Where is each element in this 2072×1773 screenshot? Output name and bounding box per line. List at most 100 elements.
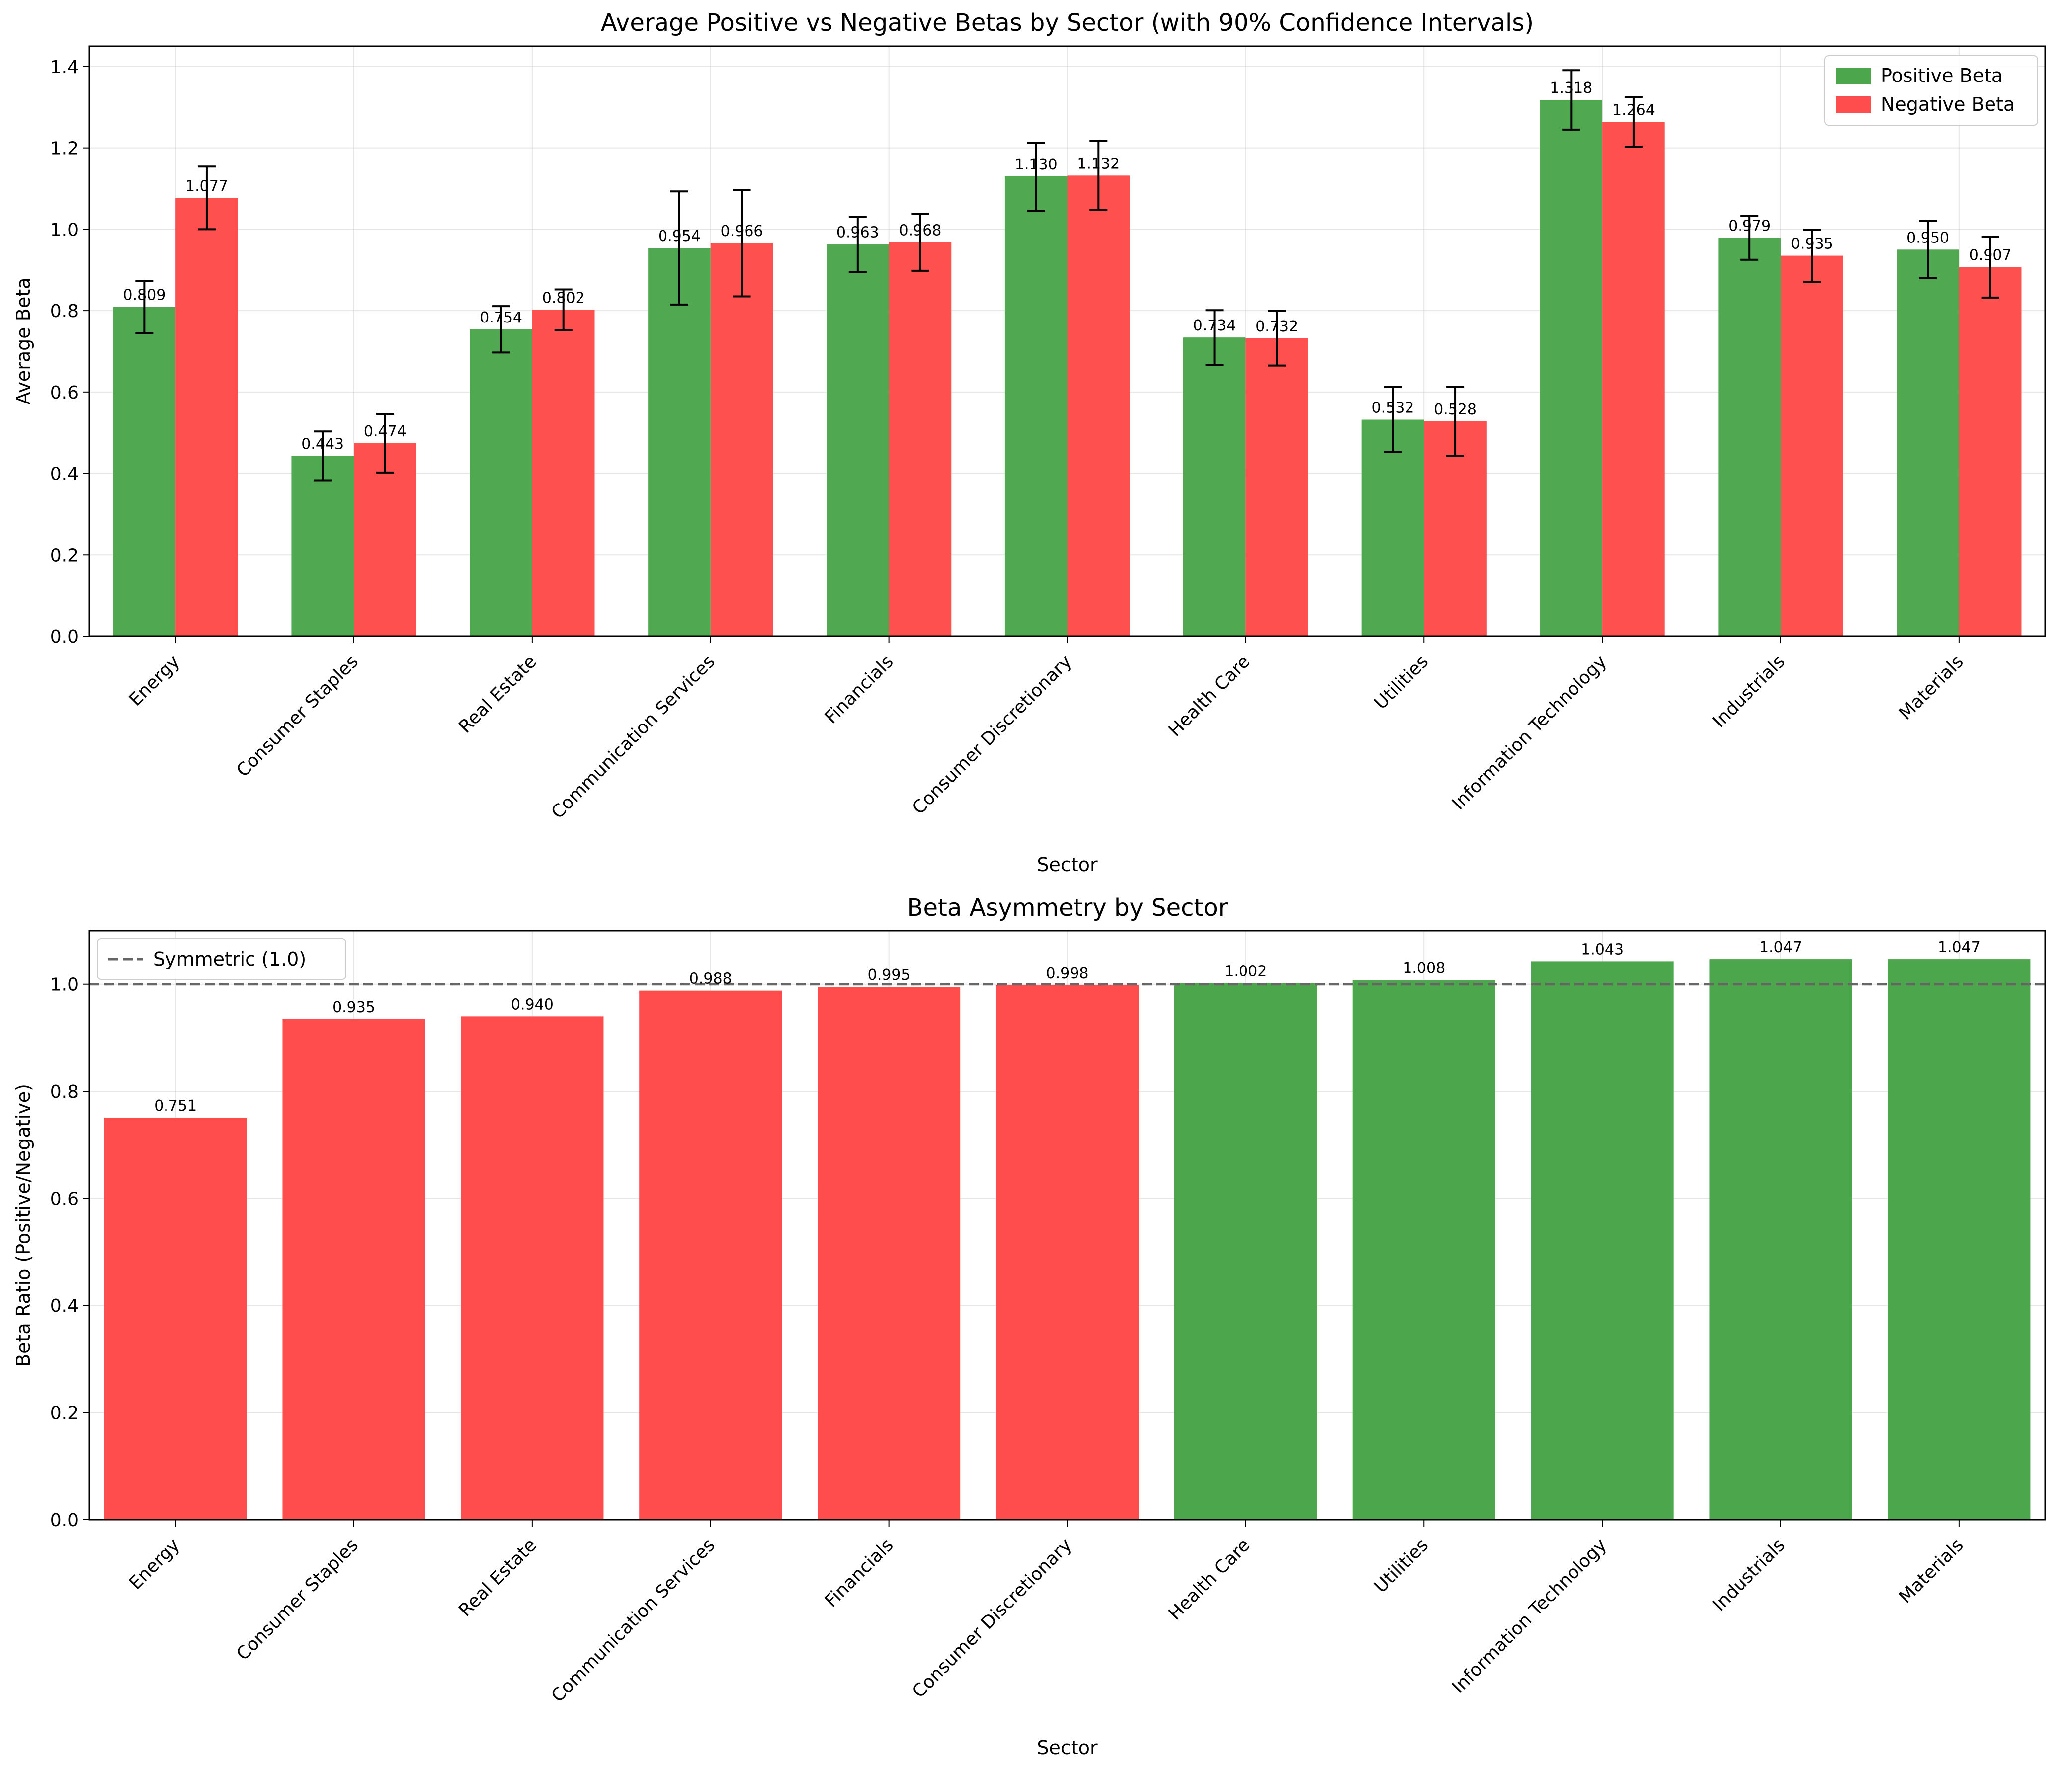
y-tick-label: 0.4 (50, 1296, 79, 1316)
bars (104, 959, 2031, 1520)
negative-beta-bar (1245, 338, 1308, 636)
positive-beta-bar (1718, 238, 1781, 637)
positive-beta-value-label: 0.979 (1728, 218, 1771, 235)
ratio-value-label: 0.998 (1046, 965, 1089, 982)
legend-box (97, 938, 346, 980)
data-labels: 0.751 0.935 0.940 0.988 0.995 0.998 1.002 1.008… (154, 939, 1981, 1115)
legend-label-symmetric: Symmetric (1.0) (153, 948, 306, 970)
negative-beta-value-label: 0.474 (364, 423, 407, 440)
negative-beta-value-label: 0.966 (721, 223, 763, 240)
ratio-value-label: 0.988 (689, 970, 732, 988)
y-tick-label: 0.8 (50, 1082, 79, 1102)
x-tick-label: Consumer Staples (233, 1535, 362, 1665)
x-tick-label: Consumer Discretionary (909, 651, 1076, 818)
x-tick-label: Communication Services (548, 1535, 719, 1706)
x-tick-label: Industrials (1709, 651, 1789, 732)
legend-box (1824, 55, 2038, 126)
negative-beta-value-label: 1.132 (1077, 155, 1120, 172)
x-tick-label: Health Care (1165, 651, 1254, 741)
positive-beta-bar (470, 329, 532, 636)
positive-beta-bar (1361, 419, 1424, 636)
bars (113, 100, 2022, 637)
negative-beta-value-label: 1.077 (185, 177, 228, 195)
legend-label-positive: Positive Beta (1881, 65, 2003, 86)
y-tick-label: 0.4 (50, 464, 79, 484)
y-tick-label: 1.0 (50, 975, 79, 995)
ratio-value-label: 1.008 (1403, 960, 1445, 977)
negative-beta-bar (1959, 267, 2022, 636)
negative-beta-bar (1602, 122, 1665, 637)
plot-area-1: 0.809 0.443 0.754 0.954 0.963 1.130 0.734 0.532… (50, 45, 2046, 823)
positive-beta-value-label: 0.754 (480, 309, 522, 326)
positive-beta-bar (648, 248, 711, 636)
axes-frame (88, 930, 2046, 1521)
x-tick-label: Energy (125, 651, 184, 710)
x-tick-label: Energy (125, 1535, 184, 1594)
legend-swatch-negative (1836, 96, 1871, 113)
positive-beta-value-label: 1.130 (1015, 156, 1058, 173)
error-bars (135, 69, 1999, 482)
negative-beta-value-label: 1.264 (1612, 101, 1655, 119)
negative-beta-value-label: 0.968 (899, 222, 941, 240)
x-tick-label: Materials (1895, 651, 1968, 724)
positive-beta-value-label: 0.734 (1193, 317, 1236, 334)
y-tick-label: 0.0 (50, 627, 79, 647)
positive-beta-bar (1183, 337, 1246, 636)
positive-beta-bar (1897, 249, 1959, 637)
ratio-value-label: 1.002 (1224, 963, 1267, 980)
y-tick-label: 0.2 (50, 1403, 79, 1424)
negative-beta-bar (532, 310, 595, 636)
ratio-bar (1352, 980, 1495, 1520)
positive-beta-value-label: 0.963 (836, 224, 879, 242)
ratio-bar (1709, 959, 1852, 1520)
positive-beta-bar (113, 307, 176, 636)
ratio-value-label: 1.043 (1581, 941, 1624, 958)
ratio-value-label: 0.751 (154, 1097, 197, 1115)
negative-beta-bar (889, 242, 952, 636)
negative-beta-bar (1424, 421, 1487, 636)
y-tick-label: 0.8 (50, 301, 79, 322)
negative-beta-bar (1780, 255, 1843, 636)
x-tick-label: Utilities (1370, 651, 1432, 714)
x-axis-label: Sector (1037, 1737, 1098, 1759)
y-tick-label: 0.0 (50, 1510, 79, 1531)
positive-beta-bar (291, 456, 354, 636)
x-tick-label: Materials (1895, 1535, 1968, 1608)
x-tick-label: Health Care (1165, 1535, 1254, 1624)
chart-title: Beta Asymmetry by Sector (907, 894, 1228, 922)
positive-beta-value-label: 0.809 (123, 287, 166, 304)
x-tick-label: Financials (821, 1535, 898, 1612)
data-labels: 0.809 0.443 0.754 0.954 0.963 1.130 0.734 0.532… (123, 80, 2011, 453)
x-tick-label: Information Technology (1448, 651, 1611, 814)
plot-area-2: 0.751 0.935 0.940 0.988 0.995 0.998 1.002 1.008… (50, 930, 2046, 1706)
negative-beta-bar (710, 243, 773, 636)
positive-beta-bar (827, 244, 889, 636)
negative-beta-value-label: 0.528 (1434, 401, 1477, 418)
y-tick-label: 1.4 (50, 57, 79, 78)
ratio-value-label: 1.047 (1759, 939, 1802, 956)
ratio-bar (1174, 983, 1317, 1520)
x-tick-label: Financials (821, 651, 898, 728)
ratio-bar (639, 990, 782, 1520)
x-axis-label: Sector (1037, 854, 1098, 876)
x-tick-label: Real Estate (455, 1535, 541, 1621)
positive-beta-bar (1004, 176, 1068, 636)
positive-beta-value-label: 0.443 (301, 435, 344, 453)
negative-beta-value-label: 0.802 (542, 289, 585, 307)
ratio-bar (995, 985, 1139, 1520)
negative-beta-value-label: 0.907 (1969, 247, 2012, 264)
chart-title: Average Positive vs Negative Betas by Se… (601, 9, 1534, 37)
negative-beta-value-label: 0.732 (1255, 318, 1298, 335)
legend: Symmetric (1.0) (97, 938, 346, 980)
ratio-bar (1888, 959, 2031, 1520)
positive-beta-value-label: 0.954 (658, 228, 701, 245)
ratio-value-label: 0.935 (332, 999, 375, 1016)
x-tick-label: Real Estate (455, 651, 541, 737)
ratio-bar (104, 1117, 247, 1520)
x-tick-label: Consumer Discretionary (909, 1535, 1076, 1702)
x-tick-label: Communication Services (548, 651, 719, 823)
positive-beta-value-label: 0.950 (1906, 229, 1949, 246)
y-axis-label: Beta Ratio (Positive/Negative) (12, 1084, 34, 1367)
positive-beta-value-label: 0.532 (1371, 399, 1414, 416)
